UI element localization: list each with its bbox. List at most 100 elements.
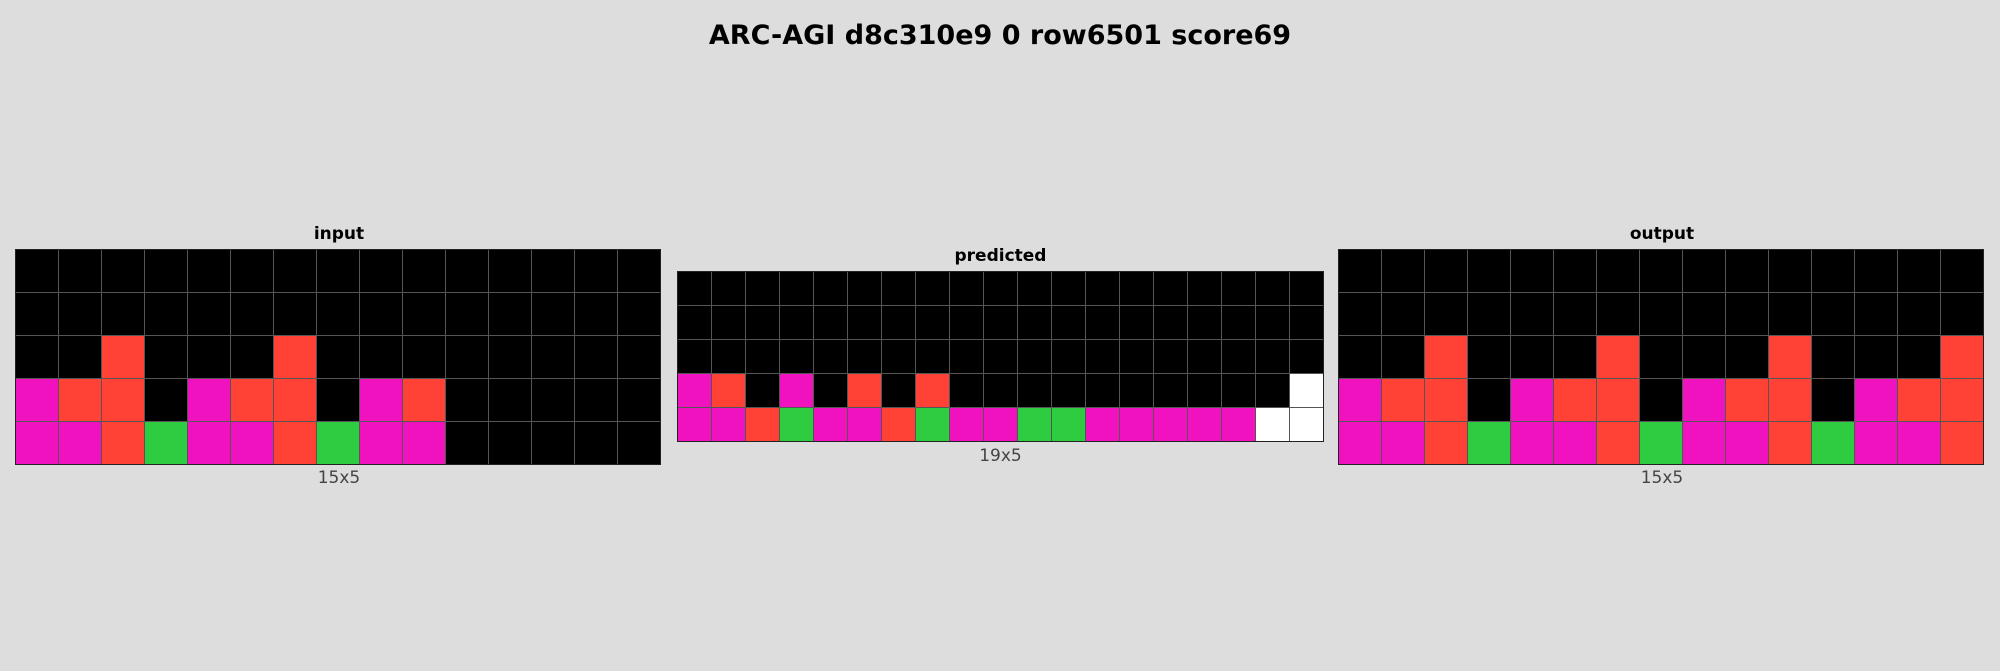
predicted-cell: [712, 408, 745, 441]
input-cell: [532, 379, 574, 421]
predicted-cell: [848, 340, 881, 373]
output-cell: [1339, 336, 1381, 378]
input-cell: [102, 250, 144, 292]
output-cell: [1769, 422, 1811, 464]
input-cell: [489, 379, 531, 421]
predicted-cell: [984, 408, 1017, 441]
predicted-cell: [746, 340, 779, 373]
output-cell: [1382, 293, 1424, 335]
output-cell: [1554, 293, 1596, 335]
output-grid: [1338, 249, 1984, 465]
predicted-cell: [1188, 306, 1221, 339]
input-cell: [532, 336, 574, 378]
input-grid: [15, 249, 661, 465]
output-cell: [1468, 250, 1510, 292]
predicted-cell: [814, 306, 847, 339]
output-cell: [1382, 336, 1424, 378]
output-cell: [1640, 379, 1682, 421]
input-cell: [274, 379, 316, 421]
input-cell: [59, 336, 101, 378]
output-cell: [1425, 422, 1467, 464]
output-cell: [1898, 250, 1940, 292]
output-cell: [1726, 336, 1768, 378]
predicted-cell: [780, 408, 813, 441]
input-cell: [188, 336, 230, 378]
output-cell: [1855, 336, 1897, 378]
output-cell: [1898, 379, 1940, 421]
predicted-cell: [1120, 306, 1153, 339]
output-cell: [1640, 336, 1682, 378]
output-cell: [1554, 250, 1596, 292]
output-cell: [1683, 379, 1725, 421]
predicted-cell: [950, 408, 983, 441]
input-cell: [59, 250, 101, 292]
input-cell: [231, 379, 273, 421]
predicted-cell: [882, 340, 915, 373]
output-cell: [1339, 293, 1381, 335]
predicted-cell: [1052, 272, 1085, 305]
input-cell: [317, 379, 359, 421]
predicted-cell: [780, 374, 813, 407]
output-cell: [1554, 379, 1596, 421]
input-cell: [59, 379, 101, 421]
predicted-cell: [1256, 374, 1289, 407]
input-cell: [102, 293, 144, 335]
predicted-cell: [712, 374, 745, 407]
input-cell: [102, 379, 144, 421]
output-cell: [1726, 250, 1768, 292]
input-cell: [403, 422, 445, 464]
output-cell: [1683, 336, 1725, 378]
predicted-cell: [1188, 374, 1221, 407]
page-title: ARC-AGI d8c310e9 0 row6501 score69: [708, 20, 1292, 51]
input-cell: [145, 422, 187, 464]
predicted-grid: [677, 271, 1324, 442]
output-cell: [1941, 250, 1983, 292]
output-cell: [1769, 250, 1811, 292]
predicted-cell: [1256, 306, 1289, 339]
predicted-cell: [678, 408, 711, 441]
predicted-cell: [712, 306, 745, 339]
input-cell: [403, 336, 445, 378]
input-cell: [231, 422, 273, 464]
predicted-cell: [1086, 374, 1119, 407]
input-cell: [618, 379, 660, 421]
input-cell: [317, 293, 359, 335]
input-cell: [188, 379, 230, 421]
output-cell: [1425, 293, 1467, 335]
predicted-cell: [780, 340, 813, 373]
predicted-cell: [984, 306, 1017, 339]
predicted-dimensions: 19x5: [979, 446, 1022, 466]
output-cell: [1382, 379, 1424, 421]
input-cell: [59, 422, 101, 464]
predicted-cell: [848, 408, 881, 441]
predicted-cell: [916, 340, 949, 373]
output-cell: [1812, 336, 1854, 378]
output-cell: [1769, 379, 1811, 421]
input-cell: [102, 422, 144, 464]
input-cell: [16, 250, 58, 292]
predicted-cell: [848, 272, 881, 305]
predicted-cell: [678, 374, 711, 407]
predicted-cell: [882, 408, 915, 441]
predicted-cell: [1222, 272, 1255, 305]
input-cell: [618, 422, 660, 464]
input-cell: [575, 293, 617, 335]
predicted-cell: [1018, 272, 1051, 305]
output-cell: [1382, 250, 1424, 292]
predicted-cell: [712, 272, 745, 305]
output-cell: [1425, 336, 1467, 378]
output-cell: [1425, 250, 1467, 292]
input-cell: [446, 250, 488, 292]
output-cell: [1898, 422, 1940, 464]
output-cell: [1511, 293, 1553, 335]
predicted-cell: [984, 374, 1017, 407]
predicted-cell: [882, 374, 915, 407]
output-cell: [1468, 336, 1510, 378]
input-cell: [16, 336, 58, 378]
predicted-cell: [1256, 340, 1289, 373]
predicted-cell: [678, 306, 711, 339]
input-cell: [274, 422, 316, 464]
output-panel: output 15x5: [1338, 224, 1986, 494]
output-cell: [1898, 336, 1940, 378]
output-cell: [1683, 422, 1725, 464]
